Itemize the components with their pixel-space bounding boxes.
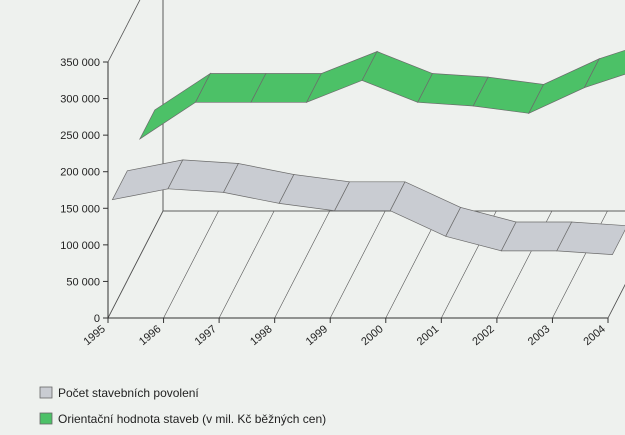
floor-gridline (163, 210, 219, 319)
y-tick-label: 250 000 (60, 130, 100, 142)
floor-gridline (329, 210, 386, 319)
x-axis: 1995 1996 1997 1998 1999 2000 2001 2002 2003 2004 (81, 317, 609, 348)
floor-gridline (218, 210, 275, 319)
x-tick-label: 2003 (526, 323, 552, 348)
floor-gridline (274, 210, 330, 319)
ribbon-segment (138, 72, 212, 140)
y-tick-label: 0 (94, 313, 100, 325)
x-tick-label: 2002 (470, 323, 496, 348)
y-axis: 0 50 000 100 000 150 000 200 000 250 000 300 0… (60, 57, 109, 325)
chart-walls (107, 0, 625, 319)
series-1 (111, 159, 625, 255)
x-tick-label: 2004 (581, 323, 607, 348)
x-tick-label: 2001 (415, 323, 441, 348)
legend: Počet stavebních povolení Orientační hodn… (39, 386, 326, 426)
y-tick-label: 50 000 (66, 276, 100, 288)
ribbon-segment (556, 221, 625, 255)
legend-label: Orientační hodnota staveb (v mil. Kč běž… (58, 412, 326, 426)
chart-series (111, 49, 625, 255)
ribbon-segment (583, 49, 625, 89)
y-tick-label: 300 000 (60, 94, 100, 106)
x-tick-label: 1996 (137, 323, 163, 348)
y-tick-label: 350 000 (60, 57, 100, 69)
legend-swatch (39, 412, 53, 425)
y-tick-label: 200 000 (60, 167, 100, 179)
side-wall (107, 0, 164, 319)
x-tick-label: 1999 (304, 323, 330, 348)
legend-swatch (39, 386, 53, 399)
x-tick-label: 1998 (248, 323, 274, 348)
x-tick-label: 1997 (193, 323, 219, 348)
x-tick-label: 1995 (81, 323, 107, 348)
x-tick-label: 2000 (359, 323, 385, 348)
y-tick-label: 100 000 (60, 240, 100, 252)
series-2 (138, 49, 625, 140)
legend-label: Počet stavebních povolení (58, 386, 199, 400)
y-tick-label: 150 000 (60, 203, 100, 215)
floor-gridline (607, 284, 625, 319)
